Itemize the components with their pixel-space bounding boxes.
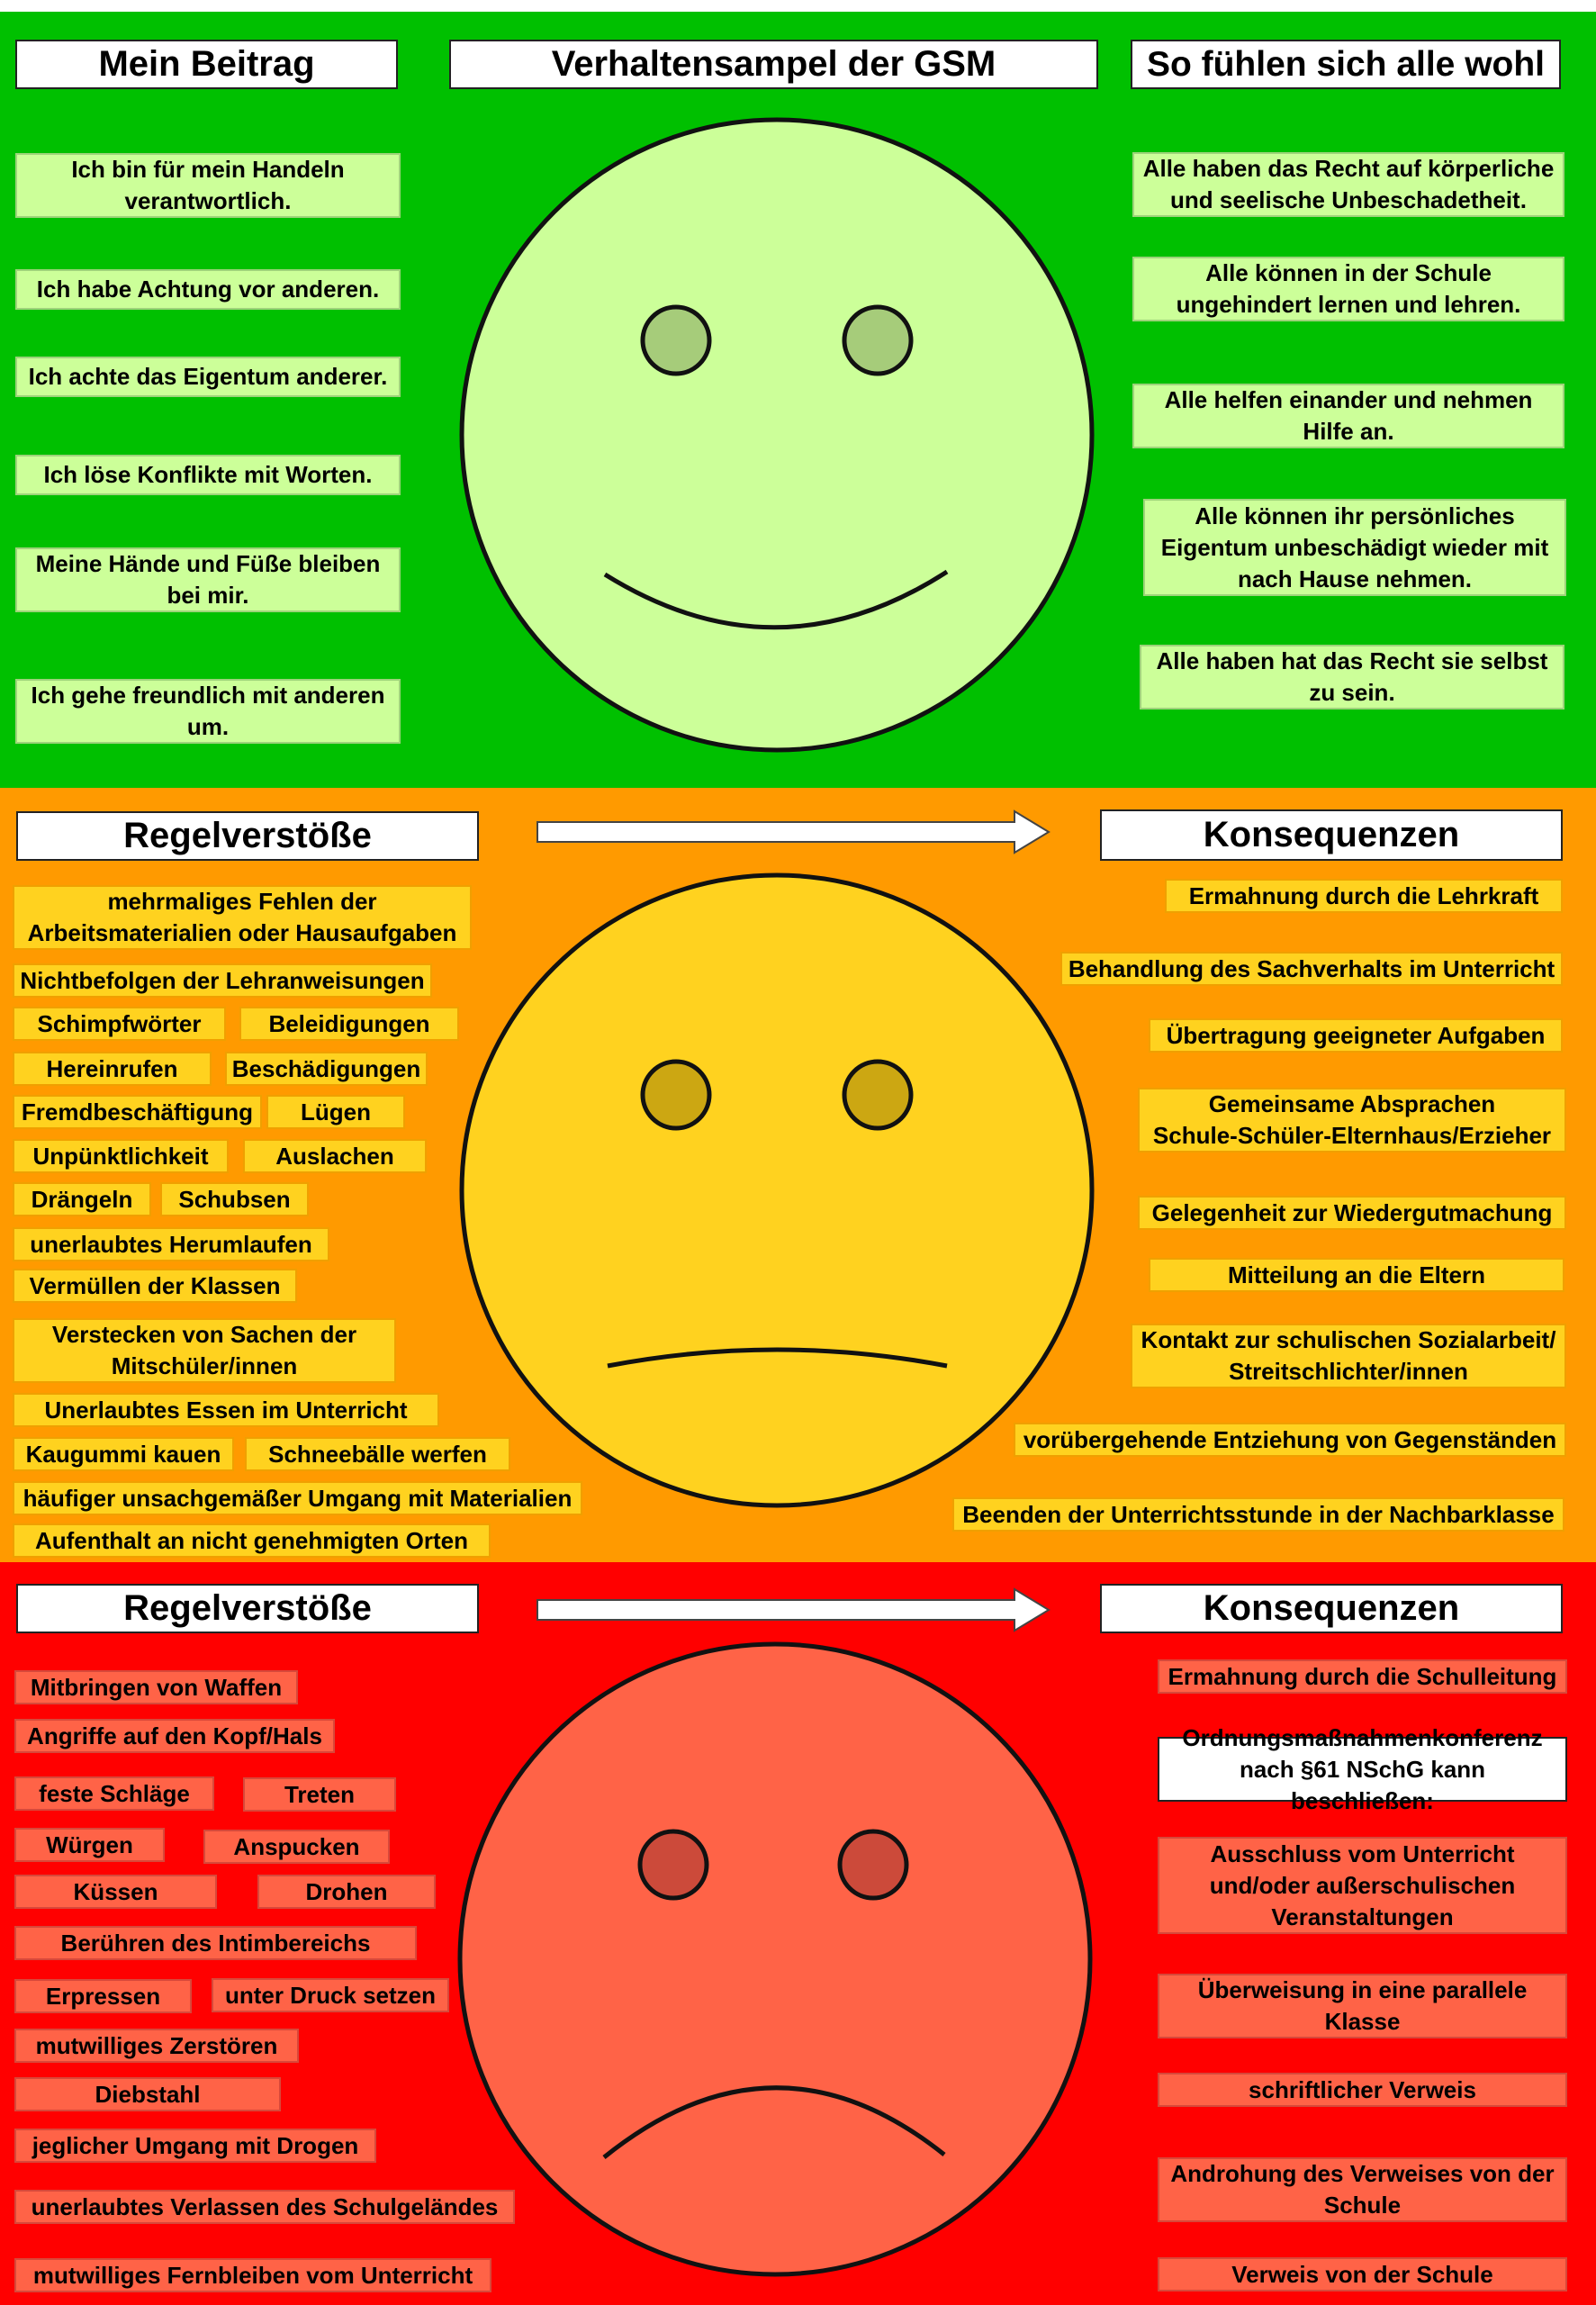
list-item: Androhung des Verweises von der Schule xyxy=(1158,2157,1567,2222)
list-item: Aufenthalt an nicht genehmigten Orten xyxy=(13,1523,491,1558)
list-item: Unerlaubtes Essen im Unterricht xyxy=(13,1393,439,1427)
list-item: Ich achte das Eigentum anderer. xyxy=(15,357,401,397)
list-item: Kontakt zur schulischen Sozialarbeit/ St… xyxy=(1131,1324,1566,1388)
list-item: häufiger unsachgemäßer Umgang mit Materi… xyxy=(13,1481,582,1515)
list-item: Ich bin für mein Handeln verantwortlich. xyxy=(15,153,401,218)
header-konsequenzen: Konsequenzen xyxy=(1100,809,1563,861)
list-item: Angriffe auf den Kopf/Hals xyxy=(14,1719,335,1753)
list-item: feste Schläge xyxy=(14,1776,214,1811)
list-item: Ermahnung durch die Lehrkraft xyxy=(1165,879,1563,913)
list-item: Fremdbeschäftigung xyxy=(13,1095,262,1129)
smiling-face-icon xyxy=(459,117,1095,753)
list-item: mutwilliges Zerstören xyxy=(14,2029,299,2063)
list-item: Mitteilung an die Eltern xyxy=(1149,1258,1564,1292)
page-title: Verhaltensampel der GSM xyxy=(449,40,1098,89)
list-item: Meine Hände und Füße bleiben bei mir. xyxy=(15,547,401,612)
list-item: Kaugummi kauen xyxy=(13,1437,234,1471)
list-item: Erpressen xyxy=(14,1979,192,2013)
list-item: Vermüllen der Klassen xyxy=(13,1269,297,1303)
list-item: Auslachen xyxy=(243,1139,427,1173)
list-item: Küssen xyxy=(14,1875,217,1909)
list-item: Lügen xyxy=(266,1095,405,1129)
list-item: vorübergehende Entziehung von Gegenständ… xyxy=(1014,1423,1566,1457)
list-item: Beschädigungen xyxy=(225,1052,428,1086)
list-item: unerlaubtes Verlassen des Schulgeländes xyxy=(14,2190,515,2224)
list-item: Würgen xyxy=(14,1828,165,1862)
list-item: Mitbringen von Waffen xyxy=(14,1670,298,1704)
list-item: Ermahnung durch die Schulleitung xyxy=(1158,1659,1567,1694)
header-regelverstoesse: Regelverstöße xyxy=(16,811,479,861)
right-arrow-icon xyxy=(537,1587,1050,1632)
list-item: Gelegenheit zur Wiedergutmachung xyxy=(1138,1196,1566,1230)
list-item: Schimpfwörter xyxy=(13,1007,226,1041)
list-item: Überweisung in eine parallele Klasse xyxy=(1158,1974,1567,2038)
list-item: mutwilliges Fernbleiben vom Unterricht xyxy=(14,2258,491,2292)
list-item: Drohen xyxy=(257,1875,436,1909)
list-item: Schubsen xyxy=(160,1182,309,1216)
list-item: Verweis von der Schule xyxy=(1158,2257,1567,2291)
list-item: mehrmaliges Fehlen der Arbeitsmaterialie… xyxy=(13,885,472,950)
list-item: Alle können ihr persönliches Eigentum un… xyxy=(1143,499,1566,596)
list-item: Unpünktlichkeit xyxy=(13,1139,229,1173)
list-item: Drängeln xyxy=(13,1182,151,1216)
list-item: schriftlicher Verweis xyxy=(1158,2073,1567,2107)
list-item: unerlaubtes Herumlaufen xyxy=(13,1227,329,1261)
list-item: Beenden der Unterrichtsstunde in der Nac… xyxy=(952,1497,1564,1532)
header-konsequenzen: Konsequenzen xyxy=(1100,1584,1563,1633)
list-item: Übertragung geeigneter Aufgaben xyxy=(1149,1018,1563,1053)
neutral-face-icon xyxy=(459,872,1095,1508)
list-item: Beleidigungen xyxy=(239,1007,459,1041)
list-item: Anspucken xyxy=(203,1830,390,1864)
header-mein-beitrag: Mein Beitrag xyxy=(15,40,398,89)
list-item: jeglicher Umgang mit Drogen xyxy=(14,2129,376,2163)
list-item: unter Druck setzen xyxy=(212,1978,449,2012)
list-item: Diebstahl xyxy=(14,2077,281,2111)
list-item: Ich löse Konflikte mit Worten. xyxy=(15,455,401,495)
header-regelverstoesse: Regelverstöße xyxy=(16,1584,479,1633)
list-item: Ausschluss vom Unterricht und/oder außer… xyxy=(1158,1837,1567,1934)
list-item: Alle können in der Schule ungehindert le… xyxy=(1132,257,1564,321)
list-item: Hereinrufen xyxy=(13,1052,212,1086)
list-item: Verstecken von Sachen der Mitschüler/inn… xyxy=(13,1318,396,1383)
list-item: Ich habe Achtung vor anderen. xyxy=(15,269,401,310)
list-item: Treten xyxy=(243,1777,396,1812)
list-item: Ich gehe freundlich mit anderen um. xyxy=(15,679,401,744)
list-item: Berühren des Intimbereichs xyxy=(14,1926,417,1960)
list-item: Nichtbefolgen der Lehranweisungen xyxy=(13,963,432,998)
list-item: Alle helfen einander und nehmen Hilfe an… xyxy=(1132,384,1564,448)
list-item: Behandlung des Sachverhalts im Unterrich… xyxy=(1060,952,1563,986)
list-item: Gemeinsame Absprachen Schule-Schüler-Elt… xyxy=(1138,1088,1566,1152)
header-so-fuehlen-sich-alle-wohl: So fühlen sich alle wohl xyxy=(1131,40,1561,89)
list-item: Alle haben hat das Recht sie selbst zu s… xyxy=(1140,645,1564,710)
right-arrow-icon xyxy=(537,809,1050,854)
list-item: Alle haben das Recht auf körperliche und… xyxy=(1132,152,1564,217)
sad-face-icon xyxy=(457,1641,1093,2277)
list-item: Ordnungsmaßnahmenkonferenz nach §61 NSch… xyxy=(1158,1724,1567,1814)
list-item: Schneebälle werfen xyxy=(245,1437,510,1471)
